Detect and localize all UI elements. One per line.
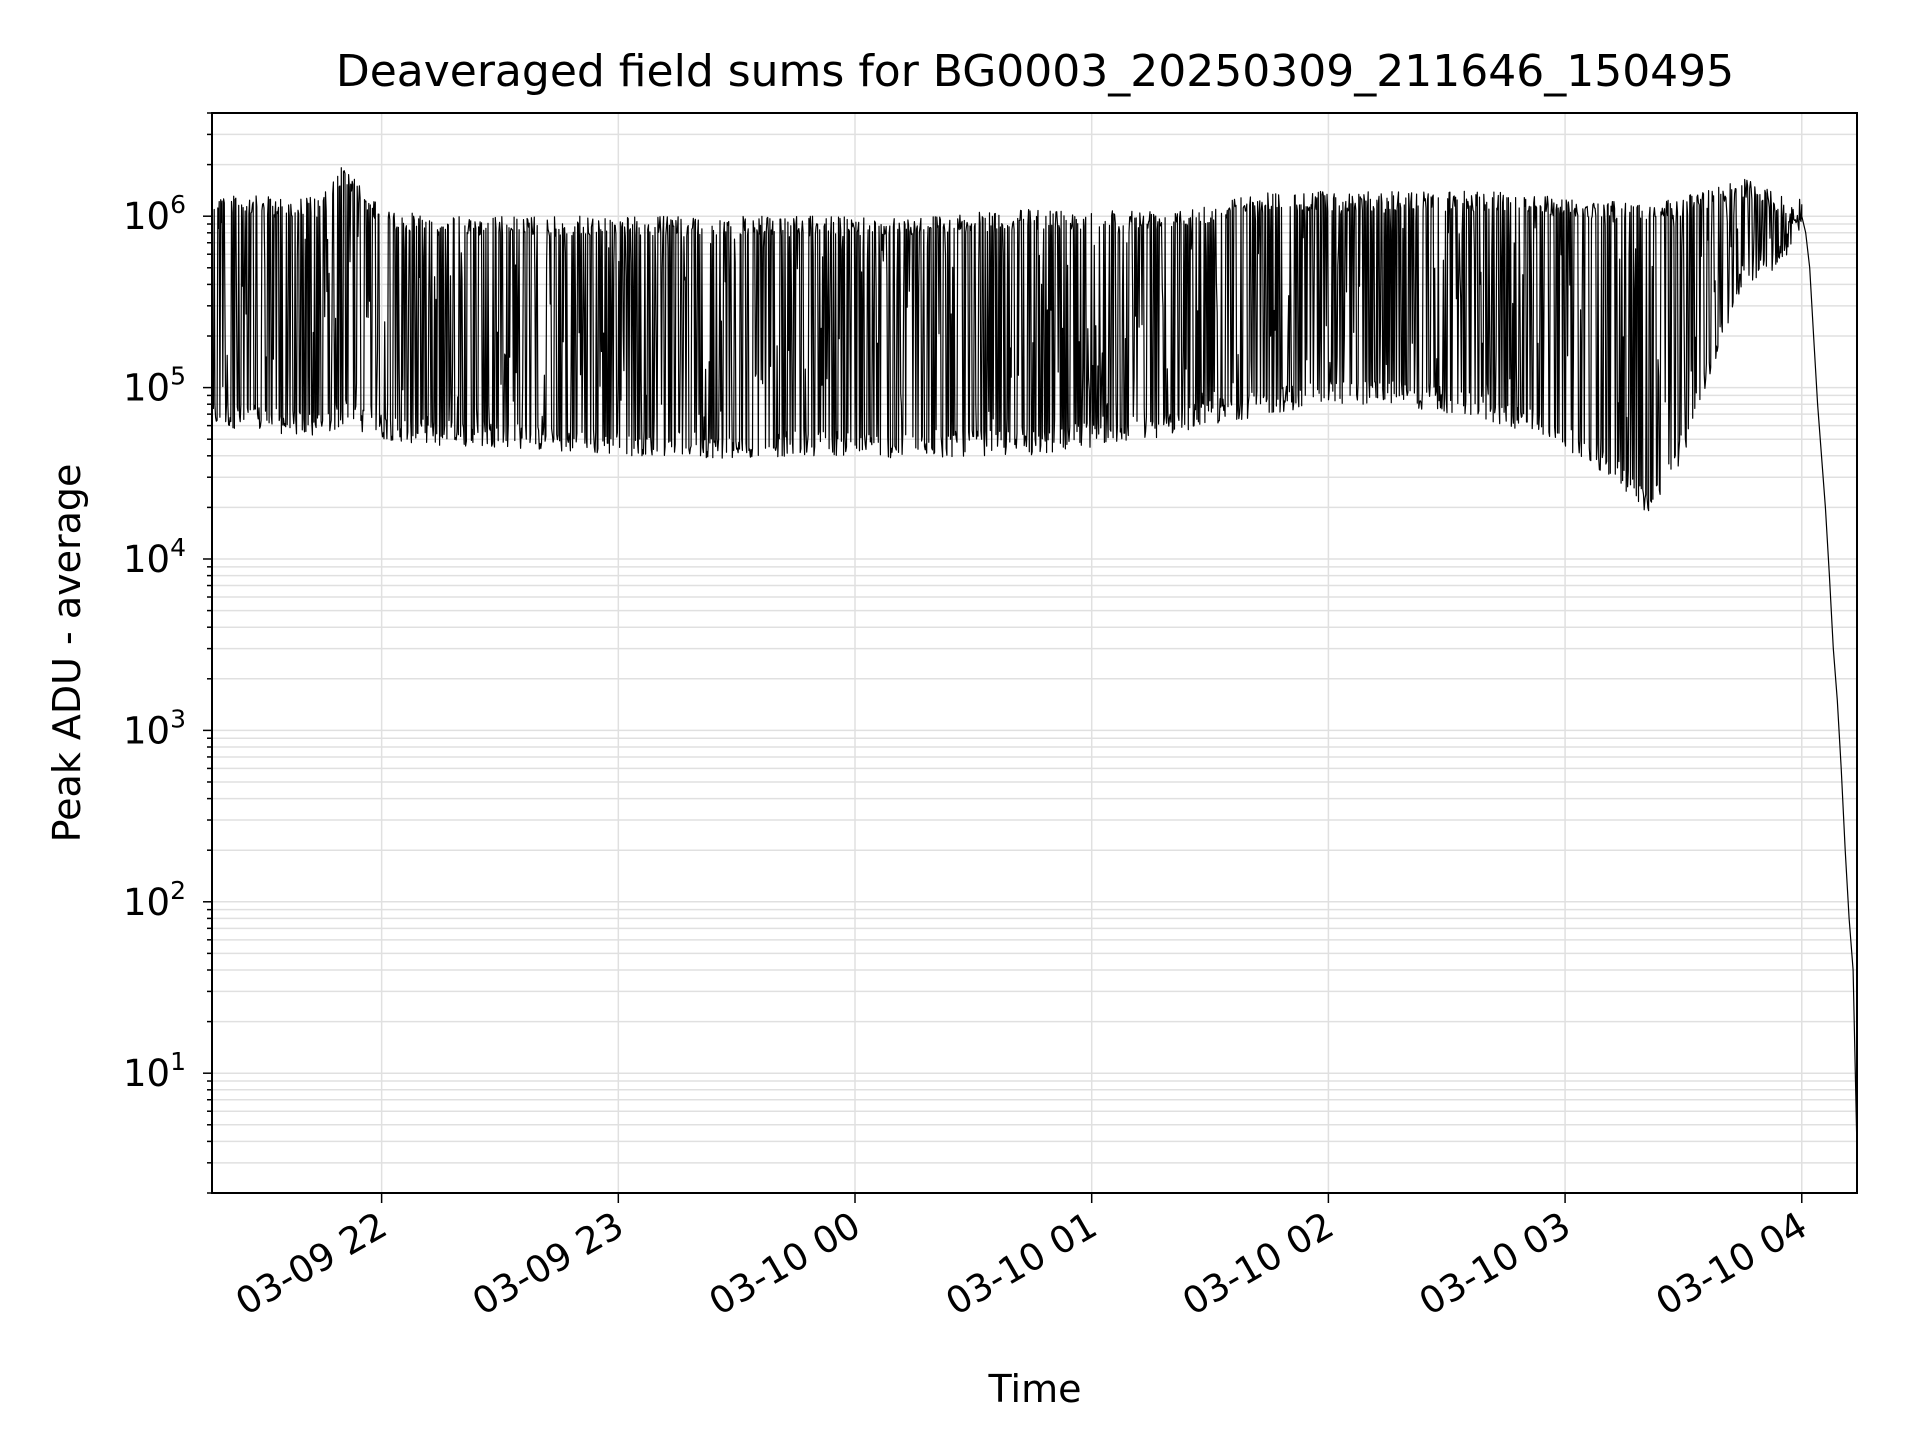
y-tick-label: 103 xyxy=(123,704,186,752)
x-tick-label: 03-10 04 xyxy=(1649,1204,1815,1324)
x-axis-ticks: 03-09 22 03-09 23 03-10 00 03-10 01 03-10 02… xyxy=(229,1193,1815,1324)
plot-area xyxy=(211,167,1858,1152)
x-tick-label: 03-10 01 xyxy=(939,1204,1105,1324)
y-tick-label: 104 xyxy=(123,533,186,581)
y-tick-label: 106 xyxy=(123,190,186,238)
x-tick-label: 03-09 23 xyxy=(465,1204,631,1324)
plot-frame xyxy=(211,112,1858,1194)
x-tick-label: 03-10 02 xyxy=(1175,1204,1341,1324)
chart-title: Deaveraged field sums for BG0003_2025030… xyxy=(336,46,1734,97)
x-tick-label: 03-09 22 xyxy=(229,1204,395,1324)
x-tick-label: 03-10 00 xyxy=(702,1204,868,1324)
series-line xyxy=(211,167,1858,1152)
x-axis-label: Time xyxy=(988,1367,1082,1411)
y-tick-label: 102 xyxy=(123,876,186,924)
x-tick-label: 03-10 03 xyxy=(1412,1204,1578,1324)
y-tick-label: 105 xyxy=(123,362,186,410)
y-axis-label: Peak ADU - average xyxy=(45,464,89,843)
y-axis-ticks: 101 102 103 104 105 106 xyxy=(123,112,212,1194)
y-tick-label: 101 xyxy=(123,1047,186,1095)
